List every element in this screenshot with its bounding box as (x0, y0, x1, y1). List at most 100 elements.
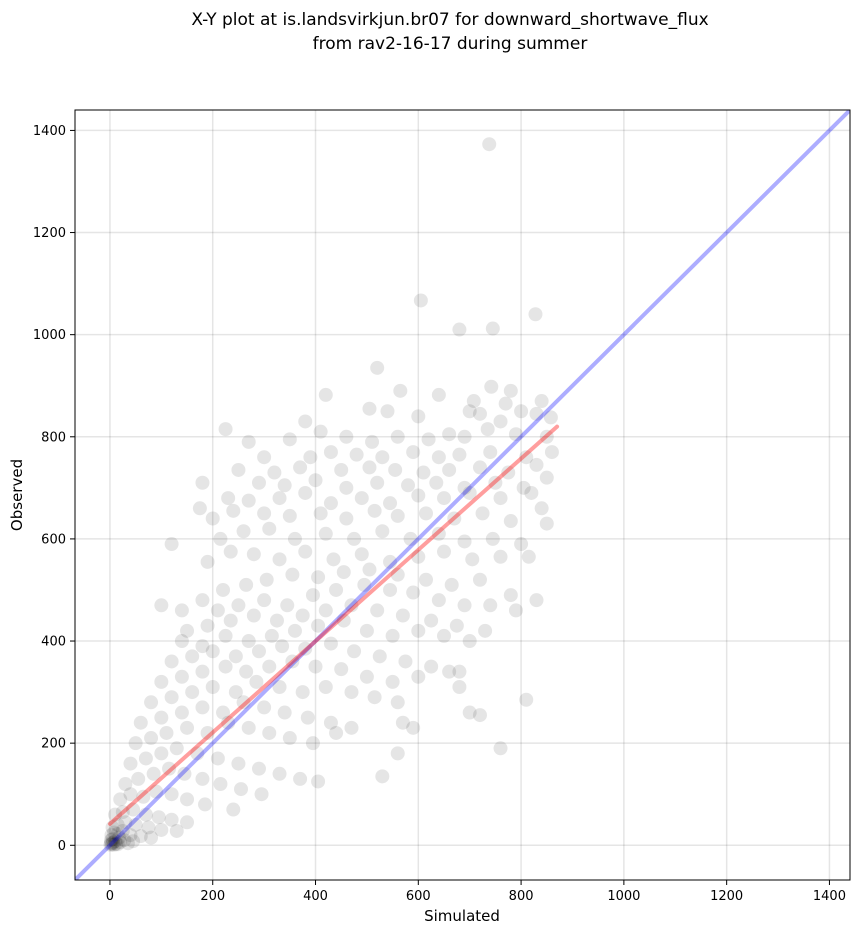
scatter-point (205, 644, 220, 659)
scatter-point (528, 307, 543, 322)
scatter-point (144, 830, 159, 845)
scatter-point (390, 746, 405, 761)
scatter-point (110, 827, 125, 842)
scatter-point (282, 508, 297, 523)
scatter-point (359, 623, 374, 638)
scatter-point (200, 725, 215, 740)
scatter-point (305, 588, 320, 603)
scatter-point (249, 674, 264, 689)
scatter-point (472, 572, 487, 587)
scatter-point (133, 829, 148, 844)
scatter-point (164, 537, 179, 552)
scatter-point (362, 562, 377, 577)
scatter-point (218, 422, 233, 437)
scatter-point (472, 708, 487, 723)
scatter-point (318, 526, 333, 541)
scatter-point (228, 649, 243, 664)
scatter-point (257, 593, 272, 608)
scatter-point (138, 807, 153, 822)
scatter-point (465, 552, 480, 567)
scatter-point (370, 603, 385, 618)
scatter-point (431, 593, 446, 608)
scatter-point (534, 394, 549, 409)
scatter-point (411, 409, 426, 424)
scatter-point (272, 679, 287, 694)
scatter-point (195, 639, 210, 654)
scatter-point (539, 516, 554, 531)
scatter-point (375, 524, 390, 539)
x-tick-label: 1200 (710, 889, 743, 904)
scatter-point (493, 491, 508, 506)
scatter-point (452, 664, 467, 679)
scatter-point (241, 720, 256, 735)
scatter-point (195, 771, 210, 786)
x-tick-label: 1400 (813, 889, 846, 904)
scatter-point (110, 817, 125, 832)
scatter-point (257, 506, 272, 521)
scatter-point (154, 598, 169, 613)
scatter-point (264, 628, 279, 643)
scatter-point (318, 679, 333, 694)
scatter-point (128, 817, 143, 832)
scatter-point (503, 514, 518, 529)
scatter-point (529, 406, 544, 421)
scatter-point (185, 649, 200, 664)
scatter-point (529, 457, 544, 472)
scatter-point (277, 705, 292, 720)
scatter-point (180, 720, 195, 735)
scatter-point (118, 777, 133, 792)
scatter-point (257, 450, 272, 465)
scatter-point (357, 577, 372, 592)
x-axis-ticks: 0 200 400 600 800 1000 1200 1400 (106, 880, 846, 904)
scatter-point (475, 506, 490, 521)
scatter-point (218, 628, 233, 643)
scatter-point (406, 720, 421, 735)
scatter-point (159, 725, 174, 740)
y-tick-label: 600 (41, 532, 66, 547)
scatter-point (174, 603, 189, 618)
scatter-point (383, 554, 398, 569)
scatter-point (339, 511, 354, 526)
scatter-point (318, 603, 333, 618)
scatter-point (442, 664, 457, 679)
scatter-point (298, 544, 313, 559)
scatter-point (103, 837, 118, 852)
scatter-point (293, 460, 308, 475)
scatter-point (138, 751, 153, 766)
scatter-point (393, 383, 408, 398)
scatter-point (367, 690, 382, 705)
scatter-point (109, 836, 124, 851)
scatter-point (213, 531, 228, 546)
scatter-point (529, 593, 544, 608)
scatter-point (275, 639, 290, 654)
scatter-point (462, 485, 477, 500)
scatter-point (154, 746, 169, 761)
scatter-point (390, 429, 405, 444)
x-tick-label: 400 (303, 889, 328, 904)
scatter-point (449, 618, 464, 633)
scatter-point (444, 577, 459, 592)
scatter-point (107, 825, 122, 840)
scatter-point (282, 432, 297, 447)
scatter-point (516, 480, 531, 495)
scatter-point (493, 414, 508, 429)
scatter-point (117, 833, 132, 848)
scatter-point (383, 582, 398, 597)
scatter-point (112, 830, 127, 845)
scatter-point (462, 634, 477, 649)
scatter-point (362, 460, 377, 475)
scatter-point (519, 450, 534, 465)
scatter-point (105, 820, 120, 835)
scatter-point (365, 434, 380, 449)
scatter-point (411, 488, 426, 503)
scatter-point (180, 623, 195, 638)
scatter-point (534, 501, 549, 516)
scatter-point (213, 777, 228, 792)
scatter-point (385, 628, 400, 643)
scatter-point (462, 404, 477, 419)
scatter-point (205, 511, 220, 526)
scatter-point (136, 789, 151, 804)
scatter-point (282, 731, 297, 746)
scatter-point (501, 465, 516, 480)
